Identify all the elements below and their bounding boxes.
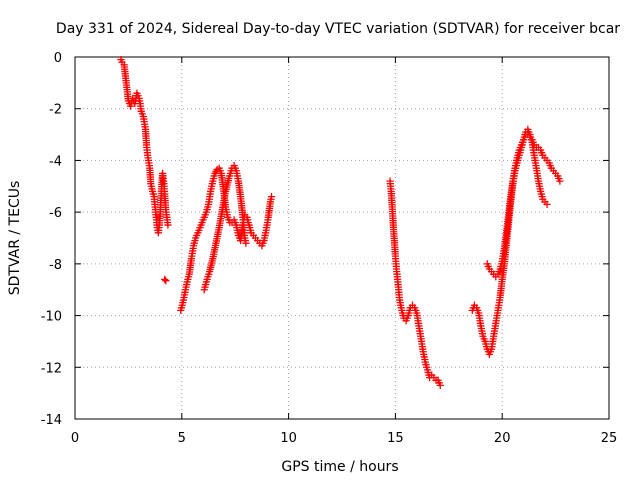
data-point [161,275,169,283]
y-tick-label: -8 [49,258,62,273]
chart-title: Day 331 of 2024, Sidereal Day-to-day VTE… [56,21,620,37]
x-tick-label: 25 [601,431,618,446]
y-tick-label: -12 [41,361,62,376]
data-point [436,381,444,389]
x-tick-label: 10 [280,431,297,446]
y-tick-label: -6 [49,206,62,221]
y-tick-label: -14 [41,413,62,428]
y-tick-label: -10 [41,310,62,325]
y-tick-label: 0 [54,51,62,66]
x-tick-label: 15 [387,431,404,446]
x-axis-label: GPS time / hours [281,459,398,475]
data-point [267,193,276,201]
plot-frame [74,56,610,420]
y-tick-label: -2 [49,103,62,118]
data-point [164,221,172,229]
data-points [117,55,564,389]
x-tick-label: 5 [178,431,186,446]
data-point [162,277,170,285]
axis-ticks: 0 5 10 15 20 25 0 -2 -4 -6 -8 -10 -12 -14 [41,51,618,446]
grid [75,57,609,419]
data-point [556,177,564,185]
x-tick-label: 0 [71,431,79,446]
x-tick-label: 20 [494,431,511,446]
data-point [242,239,250,247]
y-tick-label: -4 [49,154,62,169]
data-point [543,200,551,208]
y-axis-label: SDTVAR / TECUs [7,181,23,296]
